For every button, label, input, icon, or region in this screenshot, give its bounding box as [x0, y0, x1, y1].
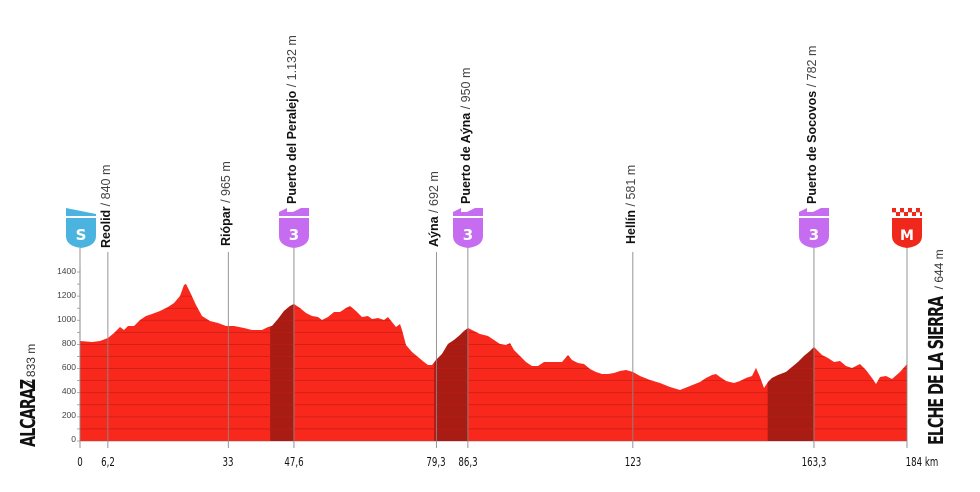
waypoint-marker-lines [79, 248, 908, 448]
waypoint-label-reolid: Reolid / 840 m [99, 164, 113, 248]
km-label: 123 [624, 455, 642, 469]
svg-text:3: 3 [809, 226, 819, 244]
km-label: 0 [77, 455, 83, 469]
y-tick-label: 1000 [57, 314, 76, 324]
waypoint-label-ayna: Aýna / 692 m [427, 171, 441, 247]
waypoint-label-puerto-de-ayna: Puerto de Aýna / 950 m [459, 67, 473, 204]
climb-segment [767, 284, 814, 441]
km-label: 184 km [905, 455, 939, 469]
waypoint-label-puerto-de-socovos: Puerto de Socovos / 782 m [805, 45, 819, 204]
climb-badge-socovos: 3 [799, 208, 829, 248]
km-label: 6,2 [101, 455, 115, 469]
km-label: 33 [222, 455, 234, 469]
svg-text:3: 3 [289, 226, 299, 244]
mountain-icon [279, 208, 309, 216]
start-city-label: ALCARAZ/ 833 m [16, 343, 40, 447]
km-label: 86,3 [458, 455, 478, 469]
mountain-icon [799, 208, 829, 216]
svg-text:3: 3 [463, 226, 473, 244]
climb-badge-peralejo: 3 [279, 208, 309, 248]
y-tick-label: 600 [61, 362, 76, 372]
y-tick-label: 0 [71, 434, 76, 444]
climb-badge-ayna: 3 [453, 208, 483, 248]
climb-segment [434, 284, 468, 441]
km-label: 163,3 [801, 455, 827, 469]
waypoint-label-riopar: Riópar / 965 m [219, 161, 233, 246]
km-label: 79,3 [426, 455, 446, 469]
y-tick-label: 400 [61, 386, 76, 396]
start-badge: S [66, 208, 96, 248]
finish-city-label: ELCHE DE LA SIERRA/ 644 m [924, 249, 948, 445]
waypoint-label-puerto-del-peralejo: Puerto del Peralejo / 1.132 m [285, 35, 299, 204]
y-tick-label: 1200 [57, 290, 76, 300]
y-tick-label: 1400 [57, 266, 76, 276]
mountain-icon [453, 208, 483, 216]
km-label: 47,6 [284, 455, 304, 469]
checkered-flag-icon [892, 208, 922, 216]
start-badge-letter: S [76, 226, 87, 244]
climb-segment [270, 284, 294, 441]
finish-badge: M [892, 208, 922, 248]
y-tick-label: 200 [61, 410, 76, 420]
start-flag-icon [66, 208, 96, 216]
y-axis-labels: 1400 1200 1000 800 600 400 200 0 [40, 0, 76, 492]
svg-text:M: M [900, 228, 914, 244]
waypoint-label-hellin: Hellín / 581 m [624, 164, 638, 244]
y-tick-label: 800 [61, 338, 76, 348]
